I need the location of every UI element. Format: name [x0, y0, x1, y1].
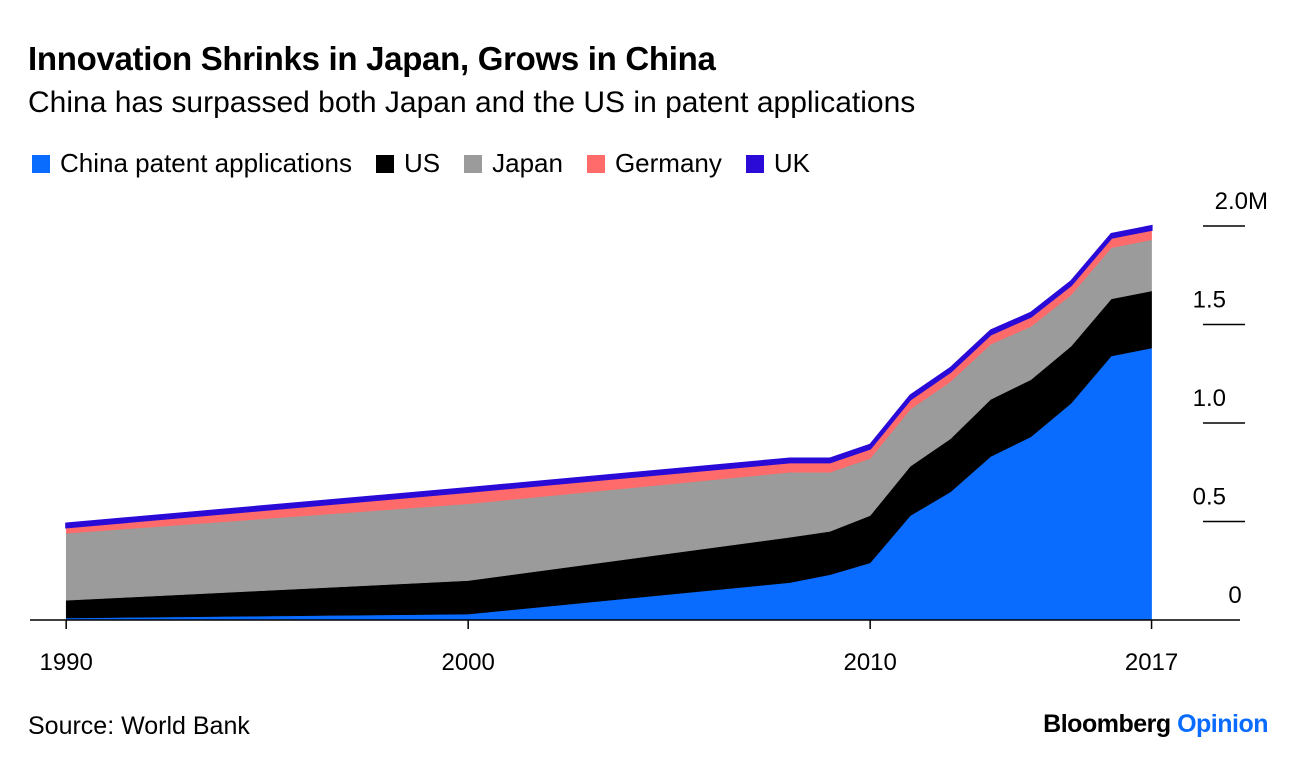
- x-tick-label-2017: 2017: [1125, 649, 1178, 676]
- y-tick-label-1: 1.0: [1193, 385, 1226, 412]
- legend-item-china: China patent applications: [32, 148, 352, 179]
- y-tick-label-0.5: 0.5: [1193, 484, 1226, 511]
- legend-swatch-uk: [745, 154, 764, 173]
- legend-label-uk: UK: [773, 148, 810, 178]
- legend-label-germany: Germany: [614, 148, 722, 178]
- brand-name: Bloomberg: [1043, 710, 1171, 738]
- legend-swatch-china: [32, 154, 50, 173]
- legend-label-japan: Japan: [492, 148, 563, 178]
- brand-logo: Bloomberg Opinion: [1043, 710, 1268, 739]
- legend-swatch-germany: [586, 154, 605, 173]
- legend-item-germany: Germany: [586, 148, 722, 179]
- legend-swatch-us: [375, 154, 394, 173]
- x-tick-label-2010: 2010: [843, 649, 896, 676]
- area-uk: [65, 224, 1153, 529]
- legend-item-uk: UK: [745, 148, 810, 179]
- y-tick-label-0: 0: [1228, 582, 1241, 609]
- chart-subtitle: China has surpassed both Japan and the U…: [28, 86, 916, 119]
- y-tick-label-2: 2.0M: [1215, 188, 1268, 215]
- legend-label-us: US: [403, 148, 441, 178]
- chart-title: Innovation Shrinks in Japan, Grows in Ch…: [28, 40, 716, 77]
- x-tick-label-1990: 1990: [39, 649, 92, 676]
- legend-item-japan: Japan: [464, 148, 563, 179]
- x-tick-label-2000: 2000: [441, 649, 494, 676]
- y-tick-label-1.5: 1.5: [1193, 287, 1226, 314]
- legend-swatch-japan: [464, 154, 483, 173]
- source-note: Source: World Bank: [28, 712, 250, 740]
- legend-item-us: US: [375, 148, 441, 179]
- legend-label-china: China patent applications: [60, 148, 352, 178]
- legend: China patent applications US Japan Germa…: [32, 148, 834, 179]
- brand-accent: Opinion: [1177, 710, 1268, 738]
